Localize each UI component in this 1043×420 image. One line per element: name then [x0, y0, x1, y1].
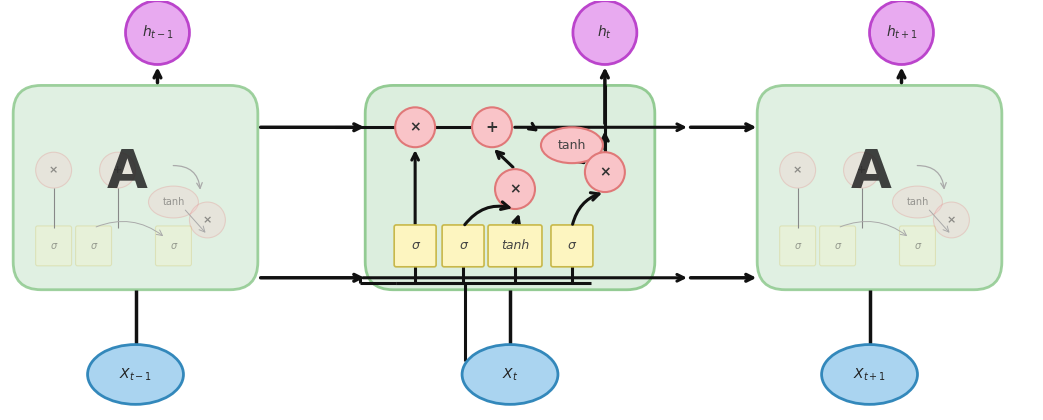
- Ellipse shape: [822, 344, 918, 404]
- Text: $h_{t+1}$: $h_{t+1}$: [886, 24, 918, 41]
- Text: σ: σ: [411, 239, 419, 252]
- Text: ×: ×: [599, 165, 611, 179]
- FancyBboxPatch shape: [365, 85, 655, 290]
- Text: σ: σ: [170, 241, 176, 251]
- FancyBboxPatch shape: [35, 226, 72, 266]
- Circle shape: [190, 202, 225, 238]
- Circle shape: [125, 1, 190, 65]
- Circle shape: [395, 108, 435, 147]
- FancyBboxPatch shape: [155, 226, 192, 266]
- Text: ×: ×: [49, 165, 58, 175]
- Circle shape: [870, 1, 933, 65]
- Text: +: +: [113, 165, 122, 175]
- Circle shape: [585, 152, 625, 192]
- Text: $h_t$: $h_t$: [598, 24, 612, 41]
- Text: tanh: tanh: [906, 197, 928, 207]
- FancyBboxPatch shape: [551, 225, 592, 267]
- Text: +: +: [857, 165, 866, 175]
- Circle shape: [780, 152, 816, 188]
- Ellipse shape: [893, 186, 943, 218]
- Text: σ: σ: [795, 241, 801, 251]
- FancyBboxPatch shape: [899, 226, 936, 266]
- Text: ×: ×: [409, 120, 421, 134]
- FancyBboxPatch shape: [757, 85, 1002, 290]
- Circle shape: [472, 108, 512, 147]
- Text: σ: σ: [568, 239, 576, 252]
- Circle shape: [495, 169, 535, 209]
- Ellipse shape: [88, 344, 184, 404]
- Text: $X_{t-1}$: $X_{t-1}$: [119, 366, 152, 383]
- Text: σ: σ: [459, 239, 467, 252]
- Text: σ: σ: [915, 241, 921, 251]
- Circle shape: [99, 152, 136, 188]
- Ellipse shape: [462, 344, 558, 404]
- Text: tanh: tanh: [163, 197, 185, 207]
- Text: A: A: [107, 147, 148, 199]
- Text: σ: σ: [50, 241, 56, 251]
- Text: ×: ×: [793, 165, 802, 175]
- Circle shape: [35, 152, 72, 188]
- Text: σ: σ: [834, 241, 841, 251]
- Circle shape: [933, 202, 969, 238]
- Text: ×: ×: [202, 215, 212, 225]
- Circle shape: [573, 1, 637, 65]
- FancyBboxPatch shape: [75, 226, 112, 266]
- Text: $X_t$: $X_t$: [502, 366, 518, 383]
- FancyBboxPatch shape: [780, 226, 816, 266]
- FancyBboxPatch shape: [820, 226, 855, 266]
- FancyBboxPatch shape: [488, 225, 542, 267]
- Text: A: A: [851, 147, 892, 199]
- FancyBboxPatch shape: [394, 225, 436, 267]
- Text: ×: ×: [947, 215, 956, 225]
- Ellipse shape: [148, 186, 198, 218]
- Text: σ: σ: [91, 241, 97, 251]
- Text: $h_{t-1}$: $h_{t-1}$: [142, 24, 173, 41]
- Text: tanh: tanh: [501, 239, 529, 252]
- Text: ×: ×: [509, 182, 520, 196]
- Text: +: +: [486, 120, 499, 135]
- Circle shape: [844, 152, 879, 188]
- FancyBboxPatch shape: [14, 85, 258, 290]
- Text: $X_{t+1}$: $X_{t+1}$: [853, 366, 887, 383]
- Text: tanh: tanh: [558, 139, 586, 152]
- Ellipse shape: [541, 127, 603, 163]
- FancyBboxPatch shape: [442, 225, 484, 267]
